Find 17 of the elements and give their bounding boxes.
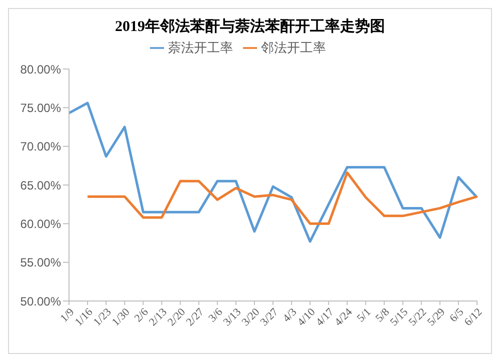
legend-label: 邻法开工率 — [261, 41, 326, 56]
x-tick-label: 3/27 — [258, 306, 281, 328]
x-tick-label: 1/9 — [58, 306, 77, 325]
x-tick-label: 1/30 — [110, 306, 133, 328]
legend-label: 萘法开工率 — [168, 41, 233, 56]
y-tick-label: 65.00% — [20, 178, 62, 192]
x-tick-label: 5/29 — [425, 306, 448, 328]
y-tick-label: 80.00% — [20, 62, 62, 76]
y-tick-label: 50.00% — [20, 294, 62, 308]
y-tick-label: 70.00% — [20, 140, 62, 154]
y-tick-label: 55.00% — [20, 256, 62, 270]
chart-title: 2019年邻法苯酐与萘法苯酐开工率走势图 — [114, 17, 386, 37]
line-series — [86, 171, 478, 225]
y-tick-label: 60.00% — [20, 216, 62, 231]
line-series — [68, 102, 478, 243]
x-tick-label: 5/1 — [354, 306, 374, 325]
y-tick-label: 75.00% — [20, 100, 62, 115]
